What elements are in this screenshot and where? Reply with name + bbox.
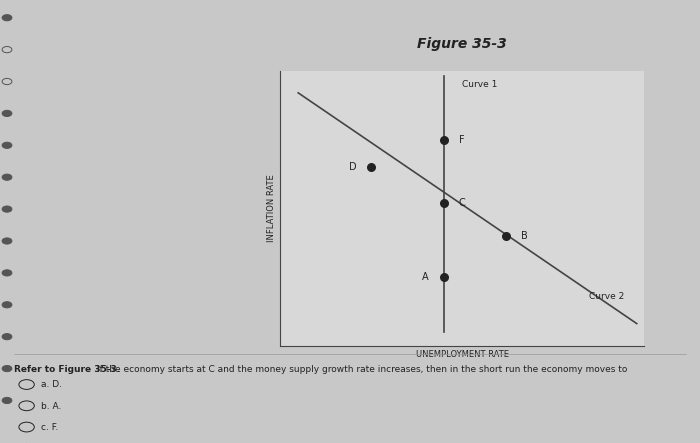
Point: [438, 199, 449, 206]
Text: Curve 1: Curve 1: [462, 80, 498, 89]
X-axis label: UNEMPLOYMENT RATE: UNEMPLOYMENT RATE: [416, 350, 508, 359]
Text: B: B: [521, 231, 527, 241]
Text: a. D.: a. D.: [41, 381, 62, 389]
Text: If the economy starts at C and the money supply growth rate increases, then in t: If the economy starts at C and the money…: [94, 365, 628, 374]
Point: [365, 163, 377, 171]
Text: Refer to Figure 35-3.: Refer to Figure 35-3.: [14, 365, 120, 374]
Text: F: F: [459, 135, 465, 144]
Point: [438, 136, 449, 143]
Text: c. F.: c. F.: [41, 423, 58, 432]
Point: [438, 273, 449, 280]
Text: D: D: [349, 162, 356, 172]
Text: Curve 2: Curve 2: [589, 291, 624, 301]
Text: A: A: [422, 272, 429, 282]
Text: b. A.: b. A.: [41, 402, 61, 411]
Text: Figure 35-3: Figure 35-3: [417, 37, 507, 51]
Point: [500, 232, 511, 239]
Text: C: C: [458, 198, 466, 208]
Y-axis label: INFLATION RATE: INFLATION RATE: [267, 175, 276, 242]
